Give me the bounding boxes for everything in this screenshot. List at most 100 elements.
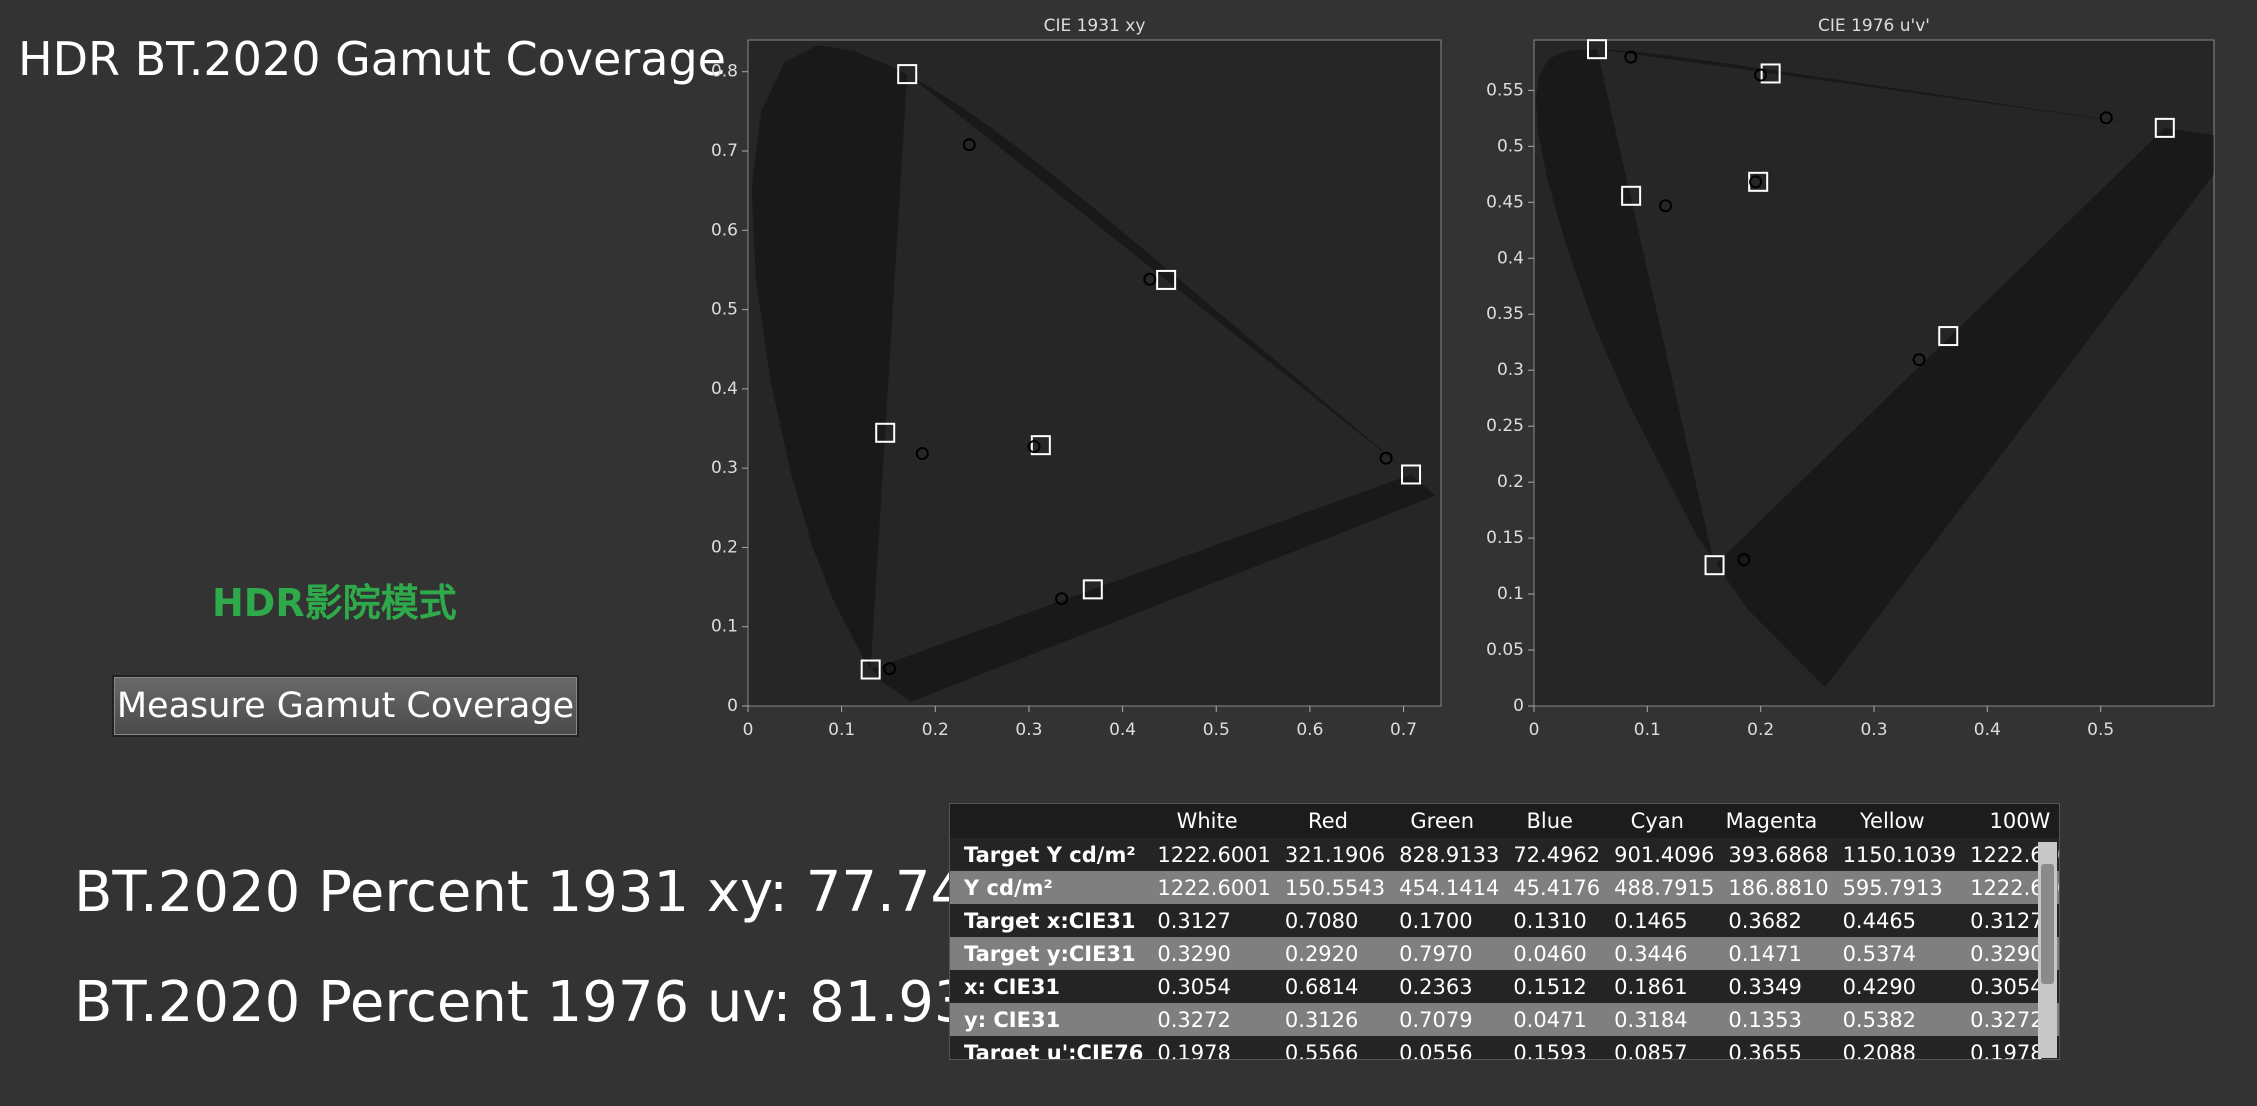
chart-title: CIE 1931 xy (1044, 16, 1146, 36)
charts: CIE 1931 xy 0 0.1 0.2 0.3 0.4 0.5 0.6 0.7 0 0.1 0.2… (711, 16, 2215, 740)
target-marker (875, 422, 896, 443)
x-tick-label: 0 (743, 720, 754, 740)
target-marker (1760, 63, 1781, 84)
scroll-thumb[interactable] (2041, 864, 2054, 984)
cell: 595.7913 (1842, 875, 1943, 900)
cell: 454.1414 (1399, 875, 1500, 900)
cell: 0.1861 (1614, 974, 1688, 999)
x-tick-label: 0.5 (1203, 720, 1230, 740)
cell: 0.3349 (1728, 974, 1802, 999)
cell: 0.3054 (1970, 974, 2044, 999)
cell: 150.5543 (1284, 875, 1386, 900)
y-tick-label: 0.55 (1486, 80, 1524, 100)
cell: 72.4962 (1513, 842, 1601, 867)
plot-area (1533, 39, 2215, 707)
y-tick-label: 0.45 (1486, 192, 1524, 212)
target-marker (897, 64, 918, 85)
outside-triangle-shade (1535, 49, 2214, 688)
table-row: Target u':CIE76 0.1978 0.5566 0.0556 0.1593 0… (950, 1036, 2059, 1060)
cell: 0.0556 (1399, 1040, 1473, 1060)
measured-marker (2099, 111, 2113, 125)
cell: 901.4096 (1614, 842, 1715, 867)
cell: 0.1465 (1614, 908, 1688, 933)
target-marker (1587, 39, 1608, 60)
y-tick-label: 0.35 (1486, 304, 1524, 324)
column-header: White (1176, 809, 1238, 833)
outside-triangle-shade (751, 44, 1437, 703)
target-marker (1938, 326, 1959, 347)
cell: 0.5382 (1842, 1007, 1917, 1032)
cell: 0.3290 (1970, 941, 2044, 966)
cell: 0.1593 (1513, 1040, 1587, 1060)
target-marker (1030, 435, 1051, 456)
cell: 0.4290 (1842, 974, 1917, 999)
measured-marker (915, 447, 929, 461)
table-row: Target y:CIE31 0.3290 0.2920 0.7970 0.0460 0.… (950, 937, 2059, 970)
measured-marker (1749, 175, 1763, 189)
row-label: Target y:CIE31 (964, 941, 1136, 966)
row-label: y: CIE31 (964, 1007, 1061, 1032)
cell: 321.1906 (1284, 842, 1386, 867)
y-tick-label: 0.2 (711, 537, 738, 557)
cell: 0.3184 (1614, 1007, 1688, 1032)
y-tick-label: 0 (727, 696, 738, 716)
x-tick-label: 0.4 (1109, 720, 1136, 740)
x-tick-label: 0.2 (1747, 720, 1774, 740)
y-tick-label: 0.8 (711, 62, 738, 82)
y-tick-label: 0.05 (1486, 640, 1524, 660)
target-marker (1082, 579, 1103, 600)
row-label: Target u':CIE76 (964, 1040, 1144, 1060)
chart: CIE 1931 xy 0 0.1 0.2 0.3 0.4 0.5 0.6 0.7 0 0.1 0.2… (711, 16, 1442, 740)
y-tick-label: 0.1 (1497, 584, 1524, 604)
table: White Red Green Blue Cyan Magenta Yellow 100W Ta… (950, 804, 2059, 1060)
row-label: Target x:CIE31 (964, 908, 1136, 933)
cell: 0.3127 (1157, 908, 1231, 933)
gamut (751, 44, 1437, 703)
x-tick-label: 0.1 (828, 720, 855, 740)
x-tick-label: 0.7 (1390, 720, 1417, 740)
target-marker (860, 659, 881, 680)
x-tick-label: 0 (1529, 720, 1540, 740)
measured-marker (1379, 451, 1393, 465)
result-1931: BT.2020 Percent 1931 xy: 77.74 (74, 860, 967, 925)
measure-button[interactable]: Measure Gamut Coverage (112, 675, 579, 737)
table-row: x: CIE31 0.3054 0.6814 0.2363 0.1512 0.1861 0.… (950, 970, 2059, 1003)
measured-marker (1754, 68, 1768, 82)
cell: 0.3655 (1728, 1040, 1802, 1060)
cell: 0.5374 (1842, 941, 1917, 966)
y-tick-label: 0.3 (1497, 360, 1524, 380)
table-row: Y cd/m² 1222.6001 150.5543 454.1414 45.4176 4… (950, 871, 2059, 904)
cell: 0.3272 (1970, 1007, 2044, 1032)
target-marker (1401, 464, 1422, 485)
cell: 0.1700 (1399, 908, 1473, 933)
title: HDR BT.2020 Gamut Coverage (18, 32, 726, 86)
cell: 0.0460 (1513, 941, 1587, 966)
table-row: Target Y cd/m² 1222.6001 321.1906 828.9133 7… (950, 838, 2059, 871)
y-tick-label: 0 (1513, 696, 1524, 716)
row-label: Y cd/m² (964, 875, 1053, 900)
locus (1535, 49, 2214, 688)
cell: 0.2363 (1399, 974, 1473, 999)
cell: 186.8810 (1728, 875, 1829, 900)
cell: 0.3446 (1614, 941, 1688, 966)
measured-marker (1659, 199, 1673, 213)
cell: 0.2088 (1842, 1040, 1917, 1060)
result-1976: BT.2020 Percent 1976 uv: 81.93 (74, 970, 970, 1035)
cell: 0.1353 (1728, 1007, 1802, 1032)
cell: 0.3126 (1284, 1007, 1359, 1032)
cell: 0.7080 (1284, 908, 1359, 933)
column-header: Red (1308, 809, 1348, 833)
x-tick-label: 0.6 (1296, 720, 1323, 740)
x-tick-label: 0.3 (1860, 720, 1887, 740)
chart: CIE 1976 u'v' 0 0.1 0.2 0.3 0.4 0.5 0 0.05 0.1 0.1… (1486, 16, 2215, 740)
x-tick-label: 0.3 (1015, 720, 1042, 740)
gamut (1535, 49, 2214, 688)
cell: 0.3290 (1157, 941, 1231, 966)
row-label: x: CIE31 (964, 974, 1061, 999)
measured-marker (1027, 440, 1041, 454)
scrollbar[interactable] (2038, 842, 2057, 1058)
y-tick-label: 0.15 (1486, 528, 1524, 548)
plot-area (747, 39, 1442, 707)
cell: 0.3127 (1970, 908, 2044, 933)
